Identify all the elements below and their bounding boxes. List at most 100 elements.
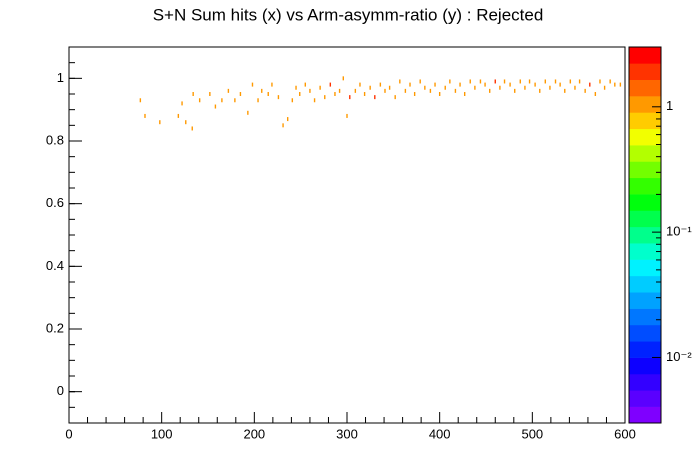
z-tick-label: 10⁻² bbox=[666, 349, 692, 364]
heat-cell bbox=[603, 85, 606, 90]
x-tick-label: 0 bbox=[65, 426, 72, 441]
palette-band bbox=[629, 259, 661, 277]
heat-cell bbox=[234, 98, 236, 103]
heat-cell bbox=[479, 79, 482, 84]
heat-cell bbox=[444, 85, 446, 90]
y-tick-label: 0.6 bbox=[46, 195, 64, 210]
palette-band bbox=[629, 96, 661, 113]
heat-cell bbox=[619, 82, 622, 87]
heat-cell bbox=[363, 92, 366, 96]
heat-cell bbox=[369, 85, 371, 90]
heat-cell bbox=[584, 88, 586, 93]
z-tick-label: 10⁻¹ bbox=[666, 224, 692, 239]
heat-cell bbox=[359, 82, 361, 87]
heat-cell bbox=[349, 95, 351, 100]
heat-cell bbox=[434, 82, 436, 87]
x-tick-label: 400 bbox=[429, 426, 451, 441]
palette-band bbox=[629, 243, 661, 260]
heat-cell bbox=[267, 92, 269, 96]
heat-cell bbox=[589, 82, 591, 87]
heat-cell bbox=[409, 82, 411, 87]
palette-band bbox=[629, 357, 661, 375]
palette-band bbox=[629, 275, 661, 293]
x-tick-label: 100 bbox=[151, 426, 173, 441]
heat-cell bbox=[159, 120, 161, 125]
y-tick-label: 0.4 bbox=[46, 258, 64, 273]
heat-cell bbox=[221, 98, 223, 103]
heat-cell bbox=[539, 88, 541, 93]
x-tick-label: 200 bbox=[243, 426, 265, 441]
heat-cell bbox=[554, 79, 557, 84]
palette-band bbox=[629, 308, 661, 326]
y-tick-label: 1 bbox=[57, 70, 64, 85]
heat-cell bbox=[509, 82, 511, 87]
heat-cell bbox=[534, 82, 536, 87]
palette-band bbox=[629, 292, 661, 309]
palette-frame bbox=[628, 46, 662, 424]
heat-cell bbox=[484, 82, 486, 87]
heat-cell bbox=[227, 88, 230, 93]
y-tick-label: 0.2 bbox=[46, 320, 64, 335]
heat-cell bbox=[192, 92, 194, 96]
chart-title: S+N Sum hits (x) vs Arm-asymm-ratio (y) … bbox=[153, 5, 544, 24]
palette-band bbox=[629, 406, 661, 424]
palette-band bbox=[629, 373, 661, 391]
heat-cell bbox=[354, 88, 357, 93]
heat-cell bbox=[438, 92, 441, 96]
heat-cell bbox=[198, 98, 201, 103]
palette-band bbox=[629, 161, 661, 179]
heat-cell bbox=[191, 126, 193, 131]
heat-cell bbox=[503, 79, 506, 84]
palette-band bbox=[629, 128, 661, 146]
heat-cell bbox=[291, 98, 294, 103]
heat-cell bbox=[384, 88, 386, 93]
heat-cell bbox=[463, 92, 466, 96]
heat-cell bbox=[374, 95, 376, 100]
x-tick-label: 300 bbox=[336, 426, 358, 441]
heat-cell bbox=[499, 85, 501, 90]
heat-cell bbox=[574, 85, 576, 90]
heat-cell bbox=[239, 92, 242, 96]
heat-cell bbox=[519, 79, 521, 84]
heat-cell bbox=[139, 98, 142, 103]
heat-cell bbox=[489, 88, 491, 93]
palette-band bbox=[629, 341, 661, 358]
heat-cell bbox=[449, 79, 451, 84]
palette-band bbox=[629, 177, 661, 195]
heat-cell bbox=[594, 92, 597, 96]
palette-band bbox=[629, 112, 661, 130]
heat-cell bbox=[494, 79, 496, 84]
heat-cell bbox=[524, 85, 526, 90]
heat-cell bbox=[379, 82, 382, 87]
heat-cell bbox=[271, 82, 273, 87]
heat-cell bbox=[185, 120, 187, 125]
heat-cell bbox=[346, 113, 348, 118]
heat-cell bbox=[394, 95, 396, 100]
heat-cell bbox=[614, 82, 616, 87]
heat-cell bbox=[578, 79, 581, 84]
heat-cell bbox=[295, 85, 297, 90]
heat-cell bbox=[544, 79, 547, 84]
palette-band bbox=[629, 226, 661, 244]
y-tick-label: 0 bbox=[57, 383, 64, 398]
palette-band bbox=[629, 210, 661, 228]
heat-cell bbox=[609, 79, 611, 84]
heat-cell bbox=[474, 85, 476, 90]
heat-cell bbox=[261, 88, 263, 93]
heat-cell bbox=[144, 113, 146, 118]
heat-cell bbox=[564, 88, 566, 93]
heat-cell bbox=[324, 95, 326, 100]
heat-cell bbox=[214, 104, 217, 109]
heat-cell bbox=[209, 92, 211, 96]
heat-cell bbox=[338, 88, 341, 93]
heat-cell bbox=[177, 113, 180, 118]
palette-band bbox=[629, 145, 661, 162]
y-tick-label: 0.8 bbox=[46, 132, 64, 147]
palette-band bbox=[629, 63, 661, 80]
heat-cell bbox=[569, 79, 572, 84]
heat-cell bbox=[299, 92, 301, 96]
heat-cell bbox=[413, 92, 416, 96]
heat-cell bbox=[304, 82, 306, 87]
